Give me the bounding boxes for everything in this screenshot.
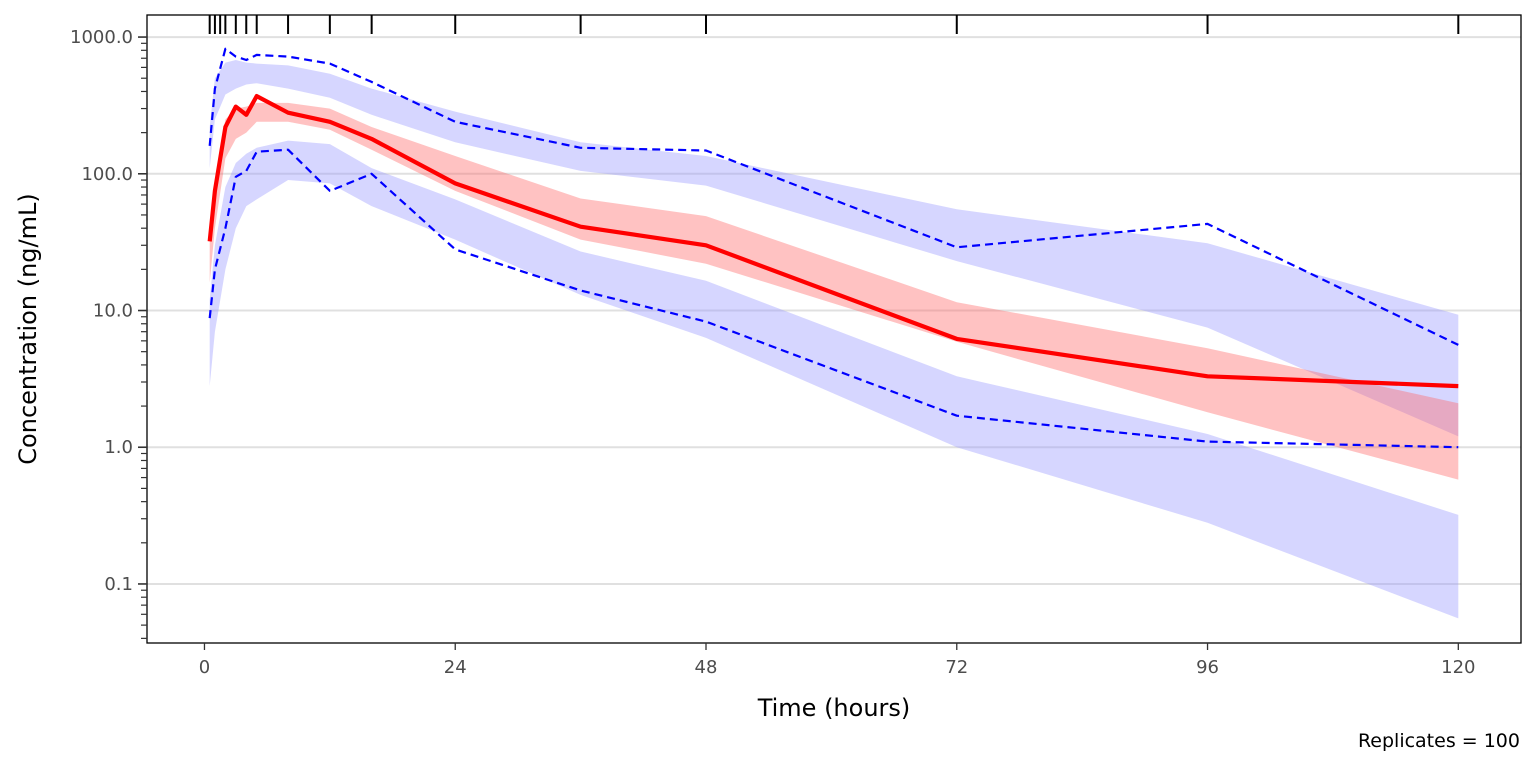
y-axis-title: Concentration (ng/mL) — [14, 193, 42, 464]
y-tick-label: 1.0 — [104, 437, 133, 458]
y-tick-label: 0.1 — [104, 574, 133, 595]
y-tick-label: 100.0 — [81, 164, 133, 185]
rug-layer — [208, 15, 1460, 34]
x-tick-label: 0 — [199, 657, 210, 678]
x-tick-label: 120 — [1441, 657, 1475, 678]
x-tick-label: 72 — [945, 657, 968, 678]
upper-percentile-ci-band — [209, 60, 1459, 437]
x-tick-label: 48 — [695, 657, 718, 678]
line-layer — [207, 47, 1459, 449]
observed-median-line — [207, 93, 1459, 389]
x-axis-title: Time (hours) — [757, 694, 911, 722]
replicates-caption: Replicates = 100 — [1358, 730, 1520, 752]
panel-border — [146, 14, 1522, 644]
axis-layer: 0 24 48 72 96 120 0.1 1.0 10.0 100.0 1000.0 — [70, 27, 1475, 678]
y-tick-label: 1000.0 — [70, 27, 133, 48]
x-tick-label: 24 — [444, 657, 467, 678]
y-tick-label: 10.0 — [93, 301, 133, 322]
lower-percentile-ci-band — [209, 140, 1459, 619]
grid-layer — [147, 36, 1521, 585]
x-tick-label: 96 — [1196, 657, 1219, 678]
observed-lower-percentile-line — [208, 148, 1459, 449]
observed-upper-percentile-line — [208, 47, 1459, 346]
